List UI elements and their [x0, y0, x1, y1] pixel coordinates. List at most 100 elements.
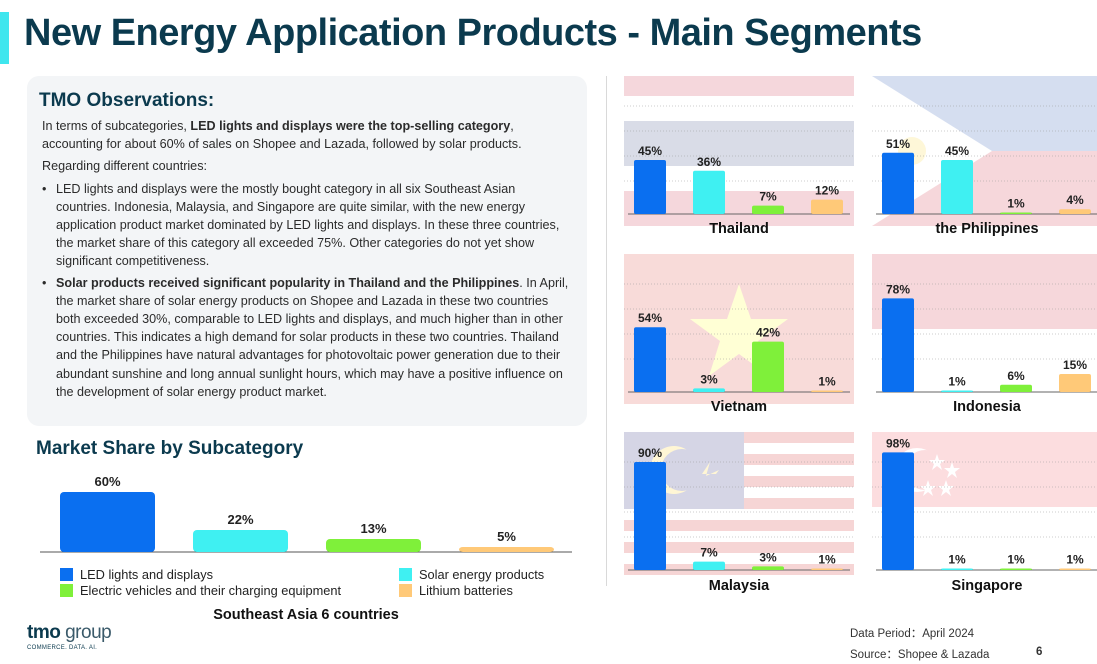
data-label: 15% — [1063, 358, 1087, 372]
legend-swatch — [60, 584, 73, 597]
data-label: 22% — [227, 512, 253, 527]
observation-paragraph: In terms of subcategories, LED lights an… — [42, 117, 572, 153]
country-chart-indonesia: 78% 1% 6% 15% Indonesia — [872, 254, 1097, 415]
data-label: 51% — [886, 137, 910, 151]
data-label: 36% — [697, 155, 721, 169]
observation-paragraph: Regarding different countries: — [42, 159, 207, 174]
legend-item-lithium: Lithium batteries — [399, 583, 513, 598]
data-label: 1% — [1007, 553, 1025, 567]
observation-bullet: Solar products received significant popu… — [42, 274, 572, 401]
bar-1 — [882, 298, 914, 392]
obs-bold-text: LED lights and displays were the top-sel… — [190, 119, 511, 133]
data-label: 3% — [759, 550, 777, 564]
title-accent-bar — [0, 12, 9, 64]
data-label: 45% — [638, 144, 662, 158]
chart-legend: LED lights and displays Solar energy pro… — [60, 567, 580, 601]
observation-bullets: LED lights and displays were the mostly … — [42, 180, 572, 401]
vietnam-bars: 54% 3% 42% 1% — [624, 283, 854, 393]
data-label: 13% — [360, 521, 386, 536]
country-label: Thailand — [709, 221, 769, 237]
bar-1 — [634, 160, 666, 214]
country-chart-vietnam: 54% 3% 42% 1% Vietnam — [624, 254, 854, 415]
data-label: 1% — [818, 553, 836, 567]
thailand-bars: 45% 36% 7% 12% — [624, 105, 854, 215]
country-chart-malaysia: 90% 7% 3% 1% Malaysia — [624, 432, 854, 594]
country-chart-singapore: 98% 1% 1% 1% Singapore — [872, 432, 1097, 594]
market-share-heading: Market Share by Subcategory — [36, 438, 304, 459]
page-number: 6 — [1036, 646, 1043, 658]
bar-3 — [1000, 212, 1032, 214]
observations-heading: TMO Observations: — [39, 90, 215, 111]
country-chart-philippines: 51% 45% 1% 4% the Philippines — [872, 76, 1097, 237]
data-label: 1% — [948, 553, 966, 567]
data-label: 1% — [1007, 197, 1025, 211]
observations-body: In terms of subcategories, LED lights an… — [42, 117, 572, 401]
bar-1 — [882, 452, 914, 570]
vertical-divider — [606, 76, 607, 586]
data-label: 1% — [1066, 553, 1084, 567]
data-label: 6% — [1007, 369, 1025, 383]
bar-3 — [1000, 568, 1032, 570]
country-label: the Philippines — [935, 221, 1039, 237]
logo-main: tmo — [27, 622, 61, 643]
bar-4 — [459, 547, 554, 552]
data-label: 4% — [1066, 193, 1084, 207]
bar-2 — [941, 568, 973, 570]
bar-2 — [941, 160, 973, 214]
bar-2 — [693, 170, 725, 214]
philippines-bars: 51% 45% 1% 4% — [872, 105, 1097, 215]
bar-3 — [326, 539, 421, 552]
data-label: 3% — [700, 372, 718, 386]
country-chart-thailand: 45% 36% 7% 12% Thailand — [624, 76, 854, 237]
bar-3 — [752, 205, 784, 214]
data-label: 45% — [945, 144, 969, 158]
data-label: 7% — [759, 190, 777, 204]
bar-3 — [1000, 384, 1032, 392]
data-label: 1% — [948, 375, 966, 389]
bar-4 — [1059, 568, 1091, 570]
bar-4 — [811, 390, 843, 392]
page-title: New Energy Application Products - Main S… — [24, 12, 922, 54]
data-label: 5% — [497, 529, 516, 544]
bar-4 — [1059, 374, 1091, 392]
observations-panel: TMO Observations: In terms of subcategor… — [27, 76, 587, 426]
logo-tagline: COMMERCE. DATA. AI. — [27, 645, 98, 651]
data-label: 98% — [886, 436, 910, 450]
logo-sub: group — [60, 622, 112, 643]
country-label: Malaysia — [708, 578, 770, 594]
bar-3 — [752, 341, 784, 392]
data-label: 60% — [94, 474, 120, 489]
legend-label: Electric vehicles and their charging equ… — [80, 583, 342, 598]
data-label: 78% — [886, 282, 910, 296]
data-label: 12% — [815, 184, 839, 198]
legend-swatch — [399, 568, 412, 581]
obs-text: In terms of subcategories, — [42, 119, 191, 133]
country-label: Singapore — [951, 578, 1023, 594]
bar-2 — [693, 388, 725, 392]
data-label: 7% — [700, 546, 718, 560]
bar-1 — [634, 327, 666, 392]
data-label: 1% — [818, 375, 836, 389]
legend-label: LED lights and displays — [80, 567, 214, 582]
legend-swatch — [60, 568, 73, 581]
country-label: Vietnam — [710, 399, 768, 415]
data-period: Data Period：April 2024 — [850, 628, 975, 640]
data-source: Source：Shopee & Lazada — [850, 649, 990, 661]
bar-4 — [811, 568, 843, 570]
observation-bullet: LED lights and displays were the mostly … — [42, 180, 572, 271]
indonesia-bars: 78% 1% 6% 15% — [872, 282, 1097, 393]
tmo-group-logo: tmo group COMMERCE. DATA. AI. — [27, 622, 112, 651]
bar-1 — [882, 152, 914, 214]
market-share-subtitle: Southeast Asia 6 countries — [213, 607, 399, 623]
bar-2 — [693, 561, 725, 570]
legend-item-ev: Electric vehicles and their charging equ… — [60, 583, 341, 598]
legend-item-solar: Solar energy products — [399, 567, 544, 582]
data-label: 90% — [638, 446, 662, 460]
legend-label: Solar energy products — [419, 567, 545, 582]
data-label: 42% — [756, 326, 780, 340]
bar-1 — [60, 492, 155, 552]
singapore-bars: 98% 1% 1% 1% — [872, 436, 1097, 571]
legend-label: Lithium batteries — [419, 583, 513, 598]
bar-1 — [634, 462, 666, 570]
market-share-chart: 60% 22% 13% 5% — [40, 474, 572, 553]
